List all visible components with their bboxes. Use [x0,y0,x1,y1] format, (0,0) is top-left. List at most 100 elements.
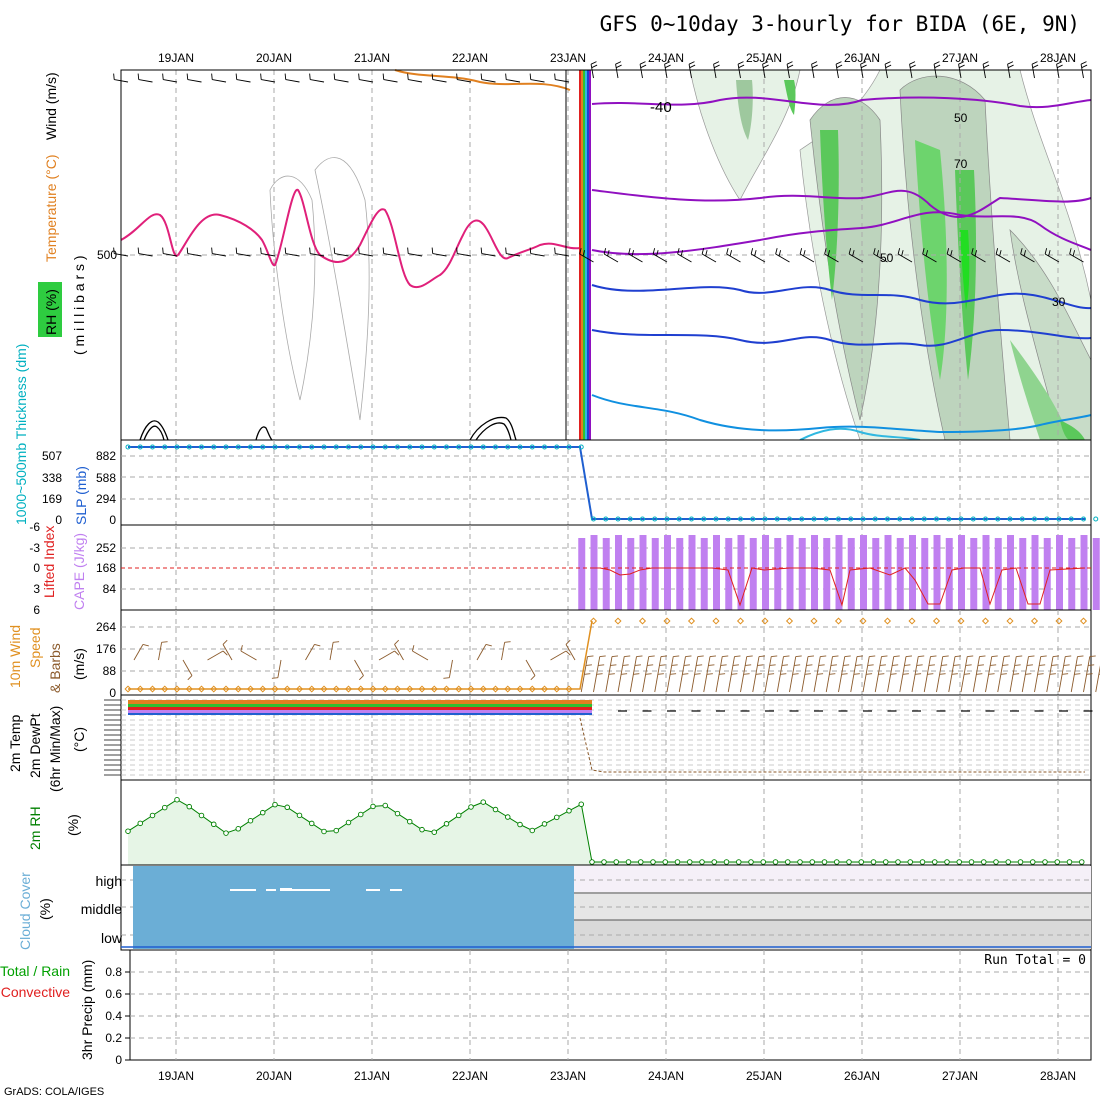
precip-tick: 0.2 [105,1031,122,1045]
wind-speed-point [442,685,451,693]
wind-barb-feather [848,248,852,255]
wind-speed-point [932,617,941,625]
precip-panel: Run Total = 0 0.8 0.6 0.4 0.2 0 Total / … [0,949,1092,1067]
wind-barb-feather [137,247,140,254]
wind-barb [884,64,888,79]
bottom-date-label: 23JAN [550,1069,586,1083]
thickness-point [1007,516,1013,522]
precip-tick: 0 [115,1053,122,1067]
rh2m-point [529,827,536,834]
wind-barb-feather [1003,655,1011,657]
wind-barb-feather [734,655,741,657]
wind-barb-feather [762,61,769,65]
rh2m-point [968,859,975,865]
rh2m-point [748,859,754,865]
wind-barb [639,64,643,79]
wind-barb-feather [1056,61,1063,65]
thickness-point [370,444,376,450]
thickness-point [1044,516,1050,522]
wind-barb-feather [902,673,909,675]
wind10m-tick: 0 [109,686,116,700]
wind-barb [212,253,227,257]
wind-barb-feather [1025,673,1032,675]
wind-barb-feather [904,664,911,666]
rh2m-point [846,859,852,865]
wind-barb-feather [680,250,684,257]
temp2m-label-b: 2m DewPt [27,713,43,778]
cape-bar [945,538,953,610]
thickness-point [554,444,560,450]
wind-barb-feather [836,64,843,69]
wind-barb-feather [820,655,827,657]
wind-barb-feather [916,664,923,666]
wind-barb-feather [333,247,336,254]
wind-speed-point [540,685,549,693]
wind-barb [982,64,986,79]
wind-barb [873,253,888,263]
rh2m-point [505,814,511,820]
wind-barb-feather [685,655,692,657]
rh2m-point [186,803,192,810]
wind-speed-point [479,685,487,693]
rh2m-point [895,859,901,865]
wind-barb-feather [565,650,571,656]
cape-bar [823,538,831,610]
wind-barb-feather [333,641,340,643]
wind-barb-feather [222,639,228,645]
wind-barb [187,79,202,83]
wind-barb [394,644,404,661]
rh2m-point [858,859,865,865]
wind-barb [408,253,423,257]
thickness-point [542,444,547,450]
thickness-markers [125,444,1099,522]
cloud-level-high: high [96,873,122,889]
wind-barb-feather [607,250,610,257]
wind-barb-feather [729,250,733,257]
wind-barb [652,253,668,263]
rh2m-point [443,821,450,827]
wind-barb-feather [818,664,825,666]
thickness-point [517,444,523,450]
wind-barb-feather [737,61,744,65]
wind-barb [1007,64,1011,79]
rh2m-point [149,812,156,819]
wind-speed-point [589,617,598,625]
wind-barb-feather [671,664,678,666]
cape-bar [1007,535,1014,610]
wind-barb-feather [631,250,635,257]
black-contours [139,416,517,441]
slp-panel: 507 338 169 0 882 588 294 0 1000~500mb T… [13,344,1099,527]
wind-barb [310,253,325,257]
wind-barb [530,253,545,257]
wind-barb-feather [615,61,622,65]
rh2m-label: 2m RH [27,806,43,850]
thickness-point [823,516,829,522]
wind-barb-feather [640,64,647,69]
rh2m-point [944,859,950,865]
wind-barb [750,253,766,263]
thickness-point [836,516,841,522]
wind-barb [799,253,815,263]
wind-barb-feather [599,655,606,657]
wind-barb-feather [1016,655,1023,657]
wind-barb-feather [933,61,940,65]
rh2m-markers [125,796,1085,865]
wind-barb-feather [1000,673,1007,675]
wind-barb-feather [1031,61,1038,65]
rh2m-point [797,859,803,865]
thickness-point [125,444,131,450]
temp2m-units: (°C) [71,727,87,752]
wind-barb [550,650,567,661]
thickness-point [456,444,462,450]
wind-barb-feather [706,673,713,675]
thickness-point [738,516,743,522]
wind-barb-feather [504,641,511,643]
thickness-point [774,516,780,522]
cape-bar [982,535,990,610]
wind-barb-feather [867,664,874,666]
thickness-point [162,444,168,450]
wind-barb-feather [1048,250,1051,257]
wind-barb-feather [803,250,806,257]
wind-barb-feather [1040,655,1047,657]
wind-barb-feather [743,673,750,675]
